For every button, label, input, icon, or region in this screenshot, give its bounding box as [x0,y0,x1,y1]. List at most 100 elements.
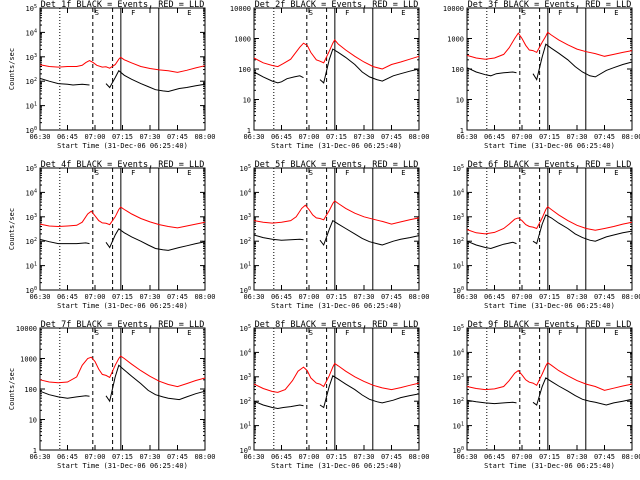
x-tick-label: 06:45 [271,133,292,141]
x-tick-label: 06:30 [456,293,477,301]
series-line-events [466,67,517,77]
x-axis-label: Start Time (31-Dec-06 06:25:40) [484,302,615,310]
x-tick-label: 06:30 [29,293,50,301]
y-tick-label: 103 [240,373,251,382]
marker-label-e: E [187,329,191,337]
x-axis-label: Start Time (31-Dec-06 06:25:40) [57,302,188,310]
chart-title: Det 8f BLACK = Events, RED = LLD [255,320,419,330]
series-line-lld [253,39,420,70]
series-line-events [319,219,420,247]
series-line-events [319,48,420,84]
x-tick-label: 07:15 [539,133,560,141]
x-tick-label: 07:45 [594,133,615,141]
series-line-events [466,240,517,250]
y-tick-label: 1000 [447,36,464,44]
y-tick-label: 105 [240,324,251,333]
x-axis-label: Start Time (31-Dec-06 06:25:40) [57,462,188,470]
y-tick-label: 101 [240,422,251,431]
series-line-events [39,238,90,245]
x-tick-label: 07:00 [84,133,105,141]
series-line-lld [253,362,420,393]
x-tick-label: 07:00 [298,293,319,301]
x-tick-label: 07:30 [353,293,374,301]
x-tick-label: 06:45 [57,133,78,141]
series-line-events [39,77,90,86]
y-tick-label: 100 [26,126,37,135]
marker-label-f: F [131,169,135,177]
x-tick-label: 06:45 [484,133,505,141]
marker-label-s: S [309,9,313,17]
marker-label-e: E [401,9,405,17]
x-tick-label: 08:00 [408,453,429,461]
marker-label-s: S [309,329,313,337]
y-tick-label: 102 [26,237,37,246]
x-tick-label: 07:00 [298,453,319,461]
y-tick-label: 100 [453,446,464,455]
marker-label-e: E [401,169,405,177]
x-tick-label: 07:00 [84,293,105,301]
x-tick-label: 06:30 [29,453,50,461]
series-line-lld [466,361,633,391]
y-axis-label: Counts/sec [8,48,16,90]
x-tick-label: 07:15 [326,293,347,301]
y-tick-label: 10000 [230,5,251,13]
x-axis-label: Start Time (31-Dec-06 06:25:40) [484,142,615,150]
x-tick-label: 06:30 [243,453,264,461]
marker-label-e: E [614,329,618,337]
x-tick-label: 07:00 [298,133,319,141]
x-tick-label: 07:00 [511,133,532,141]
marker-label-f: F [345,329,349,337]
series-line-events [319,375,420,409]
marker-label-f: F [131,329,135,337]
y-tick-label: 104 [453,348,464,357]
x-tick-label: 07:30 [566,293,587,301]
marker-label-e: E [401,329,405,337]
x-axis-label: Start Time (31-Dec-06 06:25:40) [484,462,615,470]
y-tick-label: 103 [453,213,464,222]
y-tick-label: 1000 [20,356,37,364]
x-tick-label: 07:45 [381,293,402,301]
x-tick-label: 08:00 [194,293,215,301]
y-tick-label: 102 [453,237,464,246]
x-tick-label: 07:30 [139,293,160,301]
series-line-events [466,399,517,405]
y-tick-label: 103 [26,213,37,222]
plot-frame [466,167,633,291]
y-tick-label: 101 [453,422,464,431]
y-tick-label: 100 [24,386,37,394]
x-tick-label: 08:00 [408,293,429,301]
x-axis-label: Start Time (31-Dec-06 06:25:40) [271,462,402,470]
series-line-lld [39,206,206,229]
x-tick-label: 07:30 [353,133,374,141]
x-tick-label: 06:30 [456,133,477,141]
marker-label-s: S [522,9,526,17]
x-tick-label: 06:30 [456,453,477,461]
chart-title: Det 2f BLACK = Events, RED = LLD [255,0,419,10]
plot-frame [39,167,206,291]
y-tick-label: 104 [453,188,464,197]
y-tick-label: 100 [26,286,37,295]
x-tick-label: 06:45 [484,453,505,461]
marker-label-e: E [614,169,618,177]
x-tick-label: 07:15 [326,133,347,141]
y-tick-label: 103 [26,53,37,62]
x-axis-label: Start Time (31-Dec-06 06:25:40) [271,142,402,150]
y-tick-label: 100 [453,286,464,295]
x-tick-label: 07:45 [594,293,615,301]
plot-frame [39,327,206,451]
series-line-events [253,400,304,410]
x-tick-label: 07:15 [539,293,560,301]
marker-label-s: S [95,329,99,337]
marker-label-s: S [95,9,99,17]
chart-title: Det 4f BLACK = Events, RED = LLD [41,160,205,170]
x-tick-label: 07:45 [167,453,188,461]
chart-title: Det 5f BLACK = Events, RED = LLD [255,160,419,170]
x-tick-label: 07:45 [594,453,615,461]
plot-frame [39,7,206,131]
x-tick-label: 07:45 [167,293,188,301]
series-line-events [253,234,304,241]
